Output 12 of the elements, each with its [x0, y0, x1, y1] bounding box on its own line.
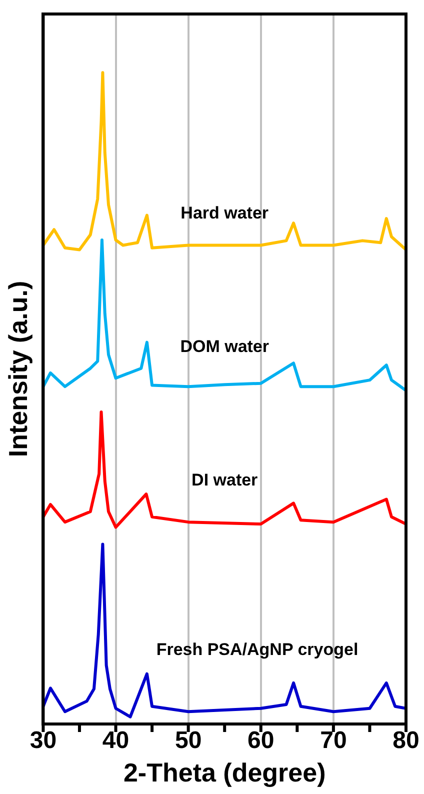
series-label: DOM water: [180, 337, 270, 356]
x-tick-label: 30: [30, 727, 57, 754]
x-tick-label: 50: [174, 727, 202, 754]
x-tick-label: 40: [102, 727, 130, 754]
x-tick-label: 70: [320, 727, 347, 754]
x-tick-label: 80: [392, 727, 420, 754]
series-label: Fresh PSA/AgNP cryogel: [156, 640, 358, 660]
x-tick-label: 60: [248, 727, 274, 754]
x-axis-title: 2-Theta (degree): [123, 758, 326, 788]
series-label: DI water: [192, 470, 258, 490]
y-axis-title: Intensity (a.u.): [2, 280, 33, 458]
series-label: Hard water: [180, 204, 269, 223]
